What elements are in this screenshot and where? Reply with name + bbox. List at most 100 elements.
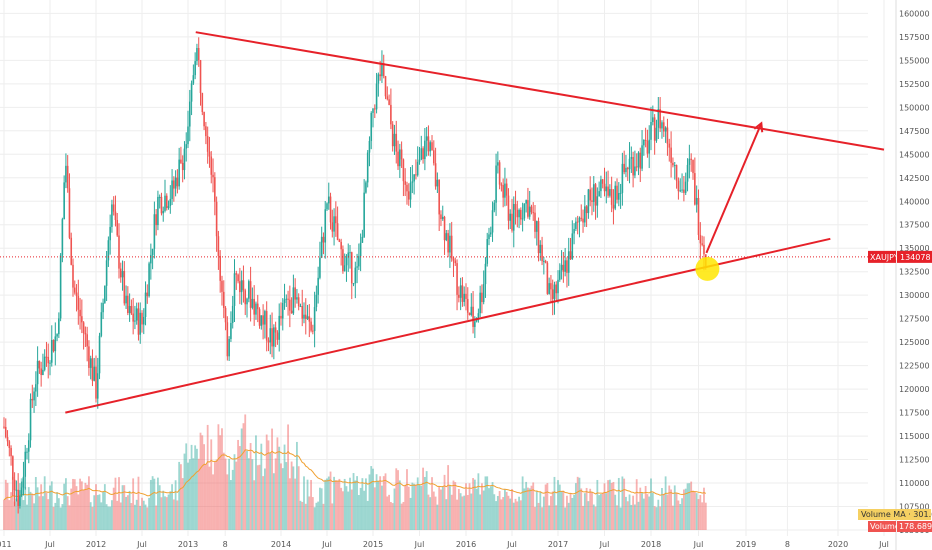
volume-bar: [70, 488, 73, 530]
volume-bar: [418, 484, 421, 530]
candle-body: [630, 157, 633, 159]
volume-bar: [40, 484, 43, 530]
volume-bar: [244, 414, 247, 530]
candle-body: [569, 251, 572, 260]
volume-bar: [26, 504, 28, 530]
candle-body: [174, 177, 177, 189]
volume-bars: [3, 414, 707, 530]
volume-bar: [109, 506, 112, 530]
candle-body: [440, 214, 442, 220]
volume-bar: [381, 485, 383, 530]
candle-body: [347, 252, 350, 258]
volume-bar: [646, 494, 649, 530]
volume-bar: [566, 495, 568, 530]
time-axis[interactable]: 011 Jul 2012 Jul 2013 8 2014 Jul 2015 Jul 2016 Jul 2…: [0, 540, 889, 549]
candle-body: [390, 104, 392, 125]
candle-body: [56, 334, 58, 337]
candle-body: [591, 200, 593, 202]
volume-bar: [231, 469, 234, 530]
candle-body: [84, 333, 87, 335]
candle-body: [221, 280, 223, 292]
candle-body: [481, 292, 483, 303]
candle-body: [214, 177, 216, 202]
volume-bar: [641, 493, 643, 530]
candle-body: [548, 283, 550, 294]
candle-body: [128, 305, 131, 313]
volume-bar: [703, 487, 705, 530]
volume-bar: [246, 450, 248, 530]
volume-bar: [91, 506, 94, 530]
candle-body: [668, 143, 671, 148]
candle-body: [488, 234, 490, 240]
candle-body: [26, 451, 28, 453]
candle-body: [555, 284, 558, 294]
candle-body: [233, 273, 236, 306]
volume-bar: [112, 487, 115, 530]
volume-bar: [406, 469, 408, 530]
volume-bar: [238, 446, 241, 530]
candle-body: [292, 287, 295, 314]
volume-bar: [670, 489, 672, 530]
volume-bar: [431, 477, 433, 530]
candle-body: [418, 159, 421, 162]
candle-body: [679, 190, 682, 192]
candle-body: [422, 148, 424, 160]
volume-bar: [366, 500, 369, 530]
volume-bar: [190, 444, 193, 530]
candle-body: [49, 362, 51, 364]
candle-body: [246, 298, 248, 305]
candle-body: [409, 182, 412, 200]
volume-bar: [598, 495, 601, 530]
candle-body: [535, 221, 538, 232]
candle-body: [486, 239, 489, 264]
price-axis[interactable]: 160000 157500 155000 152500 150000 147500 1450…: [895, 0, 930, 550]
candle-body: [461, 285, 464, 302]
volume-bar: [632, 495, 635, 530]
trendlines[interactable]: [65, 31, 885, 414]
volume-bar: [600, 494, 602, 530]
volume-bar: [459, 493, 462, 530]
volume-value-tag-bg: [897, 521, 932, 532]
volume-bar: [591, 492, 593, 530]
volume-bar: [59, 507, 62, 530]
volume-bar: [265, 434, 268, 530]
candle-body: [123, 270, 126, 304]
projection-arrow-shaft: [705, 122, 763, 254]
candle-body: [102, 302, 104, 313]
volume-bar: [368, 474, 371, 530]
volume-bar: [530, 485, 533, 530]
candle-body: [373, 108, 376, 110]
volume-bar: [324, 479, 327, 530]
volume-bar: [500, 499, 503, 530]
candle-body: [183, 148, 186, 171]
candle-body: [372, 108, 374, 113]
candle-body: [589, 189, 591, 201]
candle-body: [4, 426, 7, 438]
candle-body: [363, 192, 365, 237]
candle-body: [336, 223, 339, 240]
volume-bar: [260, 443, 263, 530]
volume-bar: [340, 487, 343, 530]
candle-body: [443, 216, 446, 241]
candle-body: [188, 101, 191, 127]
volume-bar: [516, 501, 519, 530]
candle-body: [265, 311, 268, 341]
volume-bar: [534, 506, 536, 530]
candle-body: [701, 243, 703, 245]
candle-body: [230, 322, 232, 339]
candle-body: [197, 48, 200, 61]
candle-body: [335, 216, 337, 224]
candle-body: [271, 328, 273, 347]
volume-bar: [43, 476, 46, 530]
candle-body: [416, 161, 419, 176]
candle-body: [686, 164, 689, 182]
volume-bar: [648, 496, 651, 530]
volume-bar: [151, 476, 154, 530]
volume-bar: [217, 424, 220, 530]
volume-bar: [199, 432, 202, 530]
candle-body: [592, 184, 595, 202]
candle-body: [54, 336, 57, 352]
volume-bar: [630, 504, 633, 530]
candles: [3, 37, 707, 514]
